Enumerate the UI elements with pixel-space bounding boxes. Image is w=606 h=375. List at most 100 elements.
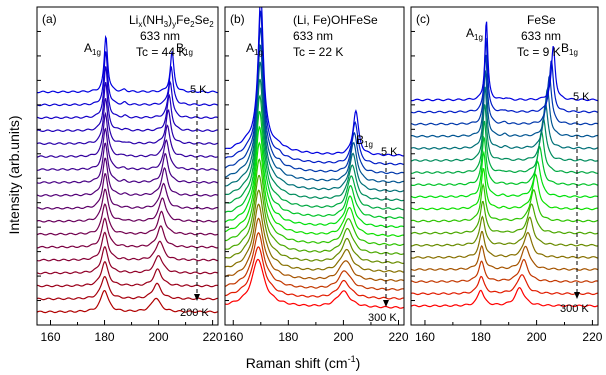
- panel-c-spectrum-1: [411, 287, 598, 308]
- panel-a-spectrum-8: [37, 188, 218, 223]
- panel-a-spectrum-10: [37, 157, 218, 197]
- panel-a-sample-part-1: (NH: [142, 13, 163, 27]
- panel-a-spectrum-1: [37, 289, 218, 314]
- panel-c-peak-b1g-main: B: [561, 41, 569, 55]
- panel-c-spectrum-11: [411, 135, 598, 187]
- panel-a-sample-part-2: ): [168, 13, 172, 27]
- panel-a-sample-sub-3: 3: [164, 20, 169, 29]
- panel-b-peak-b1g-sub: 1g: [364, 140, 373, 149]
- panel-b-xtick-label-180: 180: [278, 330, 298, 344]
- panel-b-temp-bottom: 300 K: [368, 312, 397, 324]
- panel-c-frame: [410, 6, 599, 326]
- panel-a: 160 180 200 220 (a) Lix(NH3)yFe2Se2 633 nm …: [36, 6, 223, 344]
- panel-b-wavelength: 633 nm: [293, 29, 333, 43]
- panel-a-spectra: [37, 34, 218, 314]
- panel-b-label: (b): [230, 12, 245, 26]
- panel-c-spectrum-18: [411, 21, 598, 102]
- panel-c-spectrum-15: [411, 70, 598, 138]
- panel-c-spectrum-12: [411, 120, 598, 174]
- panel-a-peak-a1g-main: A: [84, 41, 92, 55]
- panel-c-spectrum-4: [411, 244, 598, 271]
- panel-c-spectrum-13: [411, 104, 598, 162]
- panel-a-spectrum-3: [37, 260, 218, 288]
- panel-c-spectrum-9: [411, 167, 598, 211]
- panel-b-peak-b1g: B1g: [356, 133, 373, 149]
- panel-a-xtick-label-180: 180: [95, 330, 115, 344]
- panel-b-temp-arrow-head: [383, 300, 389, 307]
- panel-a-spectrum-13: [37, 111, 218, 158]
- panel-a-spectrum-15: [37, 82, 218, 133]
- panel-a-sample: Lix(NH3)yFe2Se2: [129, 13, 214, 29]
- panel-b-xtick-label-160: 160: [223, 330, 243, 344]
- panel-a-wavelength: 633 nm: [140, 29, 180, 43]
- panel-b-spectra: [225, 7, 404, 309]
- x-axis-label-tail: ): [356, 355, 361, 371]
- panel-a-spectrum-6: [37, 217, 218, 249]
- panel-a-spectrum-2: [37, 275, 218, 301]
- panel-a-sample-sub-y: y: [172, 20, 176, 29]
- panel-a-temp-top: 5 K: [190, 84, 207, 96]
- panel-c-spectrum-10: [411, 150, 598, 199]
- panel-a-sample-part-3: Fe: [176, 13, 190, 27]
- panel-c-wavelength: 633 nm: [521, 29, 561, 43]
- panel-c-spectrum-7: [411, 200, 598, 235]
- panel-b-spectrum-13: [225, 78, 404, 202]
- panel-c-xtick-label-180: 180: [471, 330, 491, 344]
- panel-c-label: (c): [416, 12, 430, 26]
- panel-a-temp-bottom: 200 K: [180, 307, 209, 319]
- panel-b-xtick-label-220: 220: [388, 330, 408, 344]
- panel-c-spectrum-2: [411, 274, 598, 296]
- panel-b-xtick-label-200: 200: [333, 330, 353, 344]
- panel-c-xtick-label-160: 160: [415, 330, 435, 344]
- panel-a-spectrum-7: [37, 203, 218, 236]
- y-axis-label: Intensity (arb.units): [6, 115, 22, 234]
- x-axis-label-main: Raman shift (cm: [246, 355, 348, 371]
- panel-c-ticks: 160 180 200 220: [411, 30, 603, 344]
- panel-a-tc: Tc = 44 K: [136, 45, 186, 59]
- panel-c-peak-a1g-main: A: [466, 26, 474, 40]
- panel-b-spectrum-2: [225, 246, 404, 300]
- panel-c-spectrum-8: [411, 182, 598, 223]
- panel-c-peak-b1g: B1g: [561, 41, 578, 57]
- panel-b-spectrum-10: [225, 125, 404, 228]
- panel-c-spectra: [411, 21, 598, 308]
- x-axis-label-sup: -1: [348, 354, 356, 364]
- panel-b-spectrum-14: [225, 61, 404, 193]
- panel-c-temp-arrow-head: [574, 292, 580, 299]
- panel-a-peak-a1g: A1g: [84, 41, 101, 57]
- panel-a-label: (a): [42, 12, 57, 26]
- panel-c-spectrum-14: [411, 86, 598, 150]
- panel-c-spectrum-3: [411, 258, 598, 284]
- panel-a-xtick-label-200: 200: [149, 330, 169, 344]
- panel-a-sample-prefix: Li: [129, 13, 138, 27]
- panel-b-frame: [224, 6, 405, 326]
- panel-a-frame: [36, 6, 219, 326]
- panel-a-spectrum-17: [37, 51, 218, 107]
- panel-c-tc: Tc = 9 K: [517, 45, 561, 59]
- panel-c: 160 180 200 220 (c) FeSe 633 nm Tc = 9 K A1…: [410, 6, 603, 344]
- panel-c-spectrum-16: [411, 54, 598, 126]
- panel-b-spectrum-5: [225, 203, 404, 273]
- panel-a-xtick-label-160: 160: [40, 330, 60, 344]
- panel-b-sample: (Li, Fe)OHFeSe: [293, 13, 378, 27]
- panel-a-spectrum-18: [37, 34, 218, 94]
- panel-c-peak-a1g: A1g: [466, 26, 483, 42]
- panel-a-peak-a1g-sub: 1g: [92, 48, 101, 57]
- panel-a-spectrum-16: [37, 66, 218, 120]
- panel-b-spectrum-6: [225, 189, 404, 265]
- panel-b-spectrum-4: [225, 217, 404, 282]
- panel-a-temp-arrow-head: [194, 294, 200, 301]
- panel-b: 160 180 200 220 (b) (Li, Fe)OHFeSe 633 nm T…: [223, 6, 409, 344]
- panel-b-ticks: 160 180 200 220: [223, 30, 409, 344]
- panel-a-sample-part-4: Se: [195, 13, 210, 27]
- panel-b-spectrum-1: [225, 258, 404, 309]
- panel-c-spectrum-5: [411, 230, 598, 259]
- panel-b-spectrum-18: [225, 7, 404, 157]
- panel-c-spectrum-6: [411, 215, 598, 247]
- panel-a-spectrum-11: [37, 142, 218, 184]
- panel-b-spectrum-7: [225, 174, 404, 256]
- panel-a-ticks: 160 180 200 220: [37, 30, 223, 344]
- panel-b-tc: Tc = 22 K: [293, 45, 343, 59]
- panel-b-spectrum-11: [225, 110, 404, 219]
